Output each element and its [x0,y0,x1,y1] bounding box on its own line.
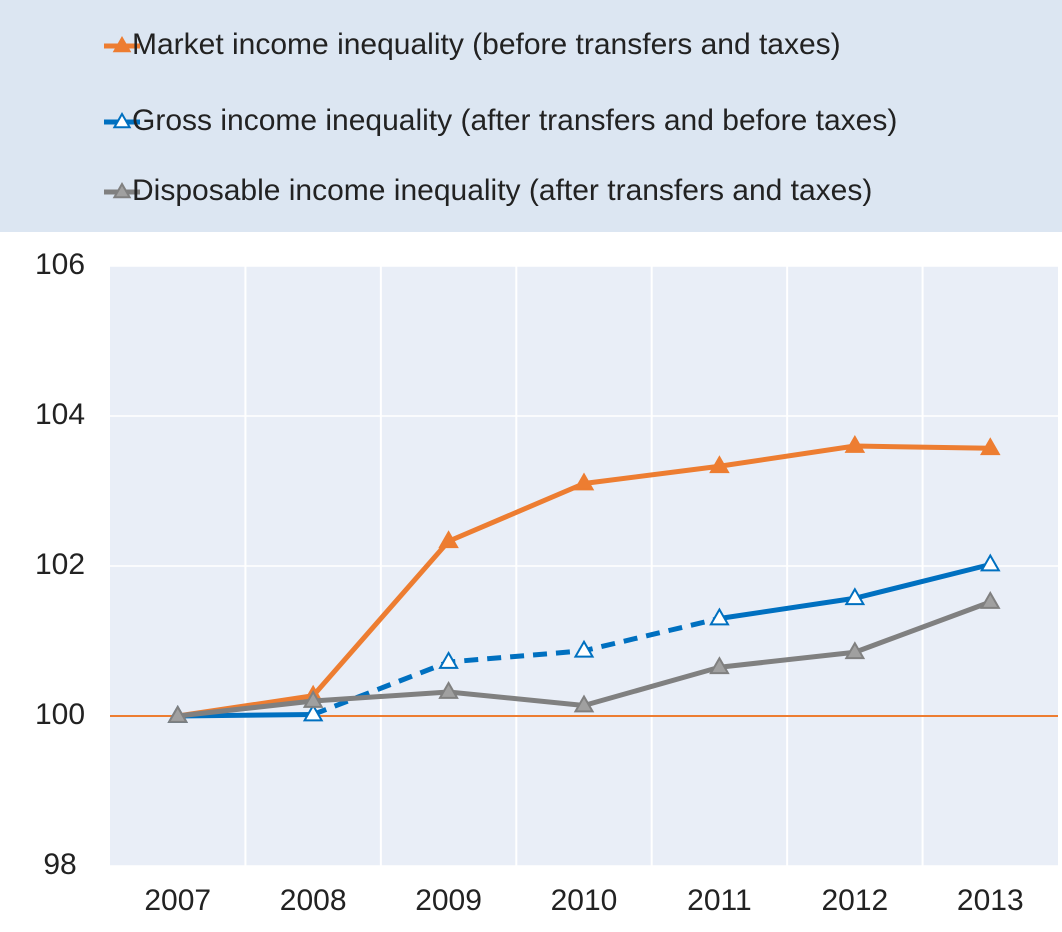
legend-marker [112,111,132,129]
x-tick-label: 2007 [144,884,211,917]
y-tick-label: 98 [43,848,76,881]
y-tick-label: 102 [35,548,85,581]
marker [844,641,866,660]
legend-label: Market income inequality (before transfe… [132,28,841,61]
marker [438,530,459,549]
x-tick-label: 2008 [280,884,347,917]
y-tick-label: 104 [35,398,85,431]
y-tick-label: 100 [35,698,85,731]
x-tick-label: 2012 [821,884,888,917]
marker [302,703,324,722]
marker [980,590,1001,609]
legend-marker [112,35,132,53]
legend-label: Gross income inequality (after transfers… [132,104,897,137]
x-tick-label: 2009 [415,884,482,917]
marker [573,472,595,491]
marker [438,680,459,699]
marker [302,689,324,708]
x-tick-label: 2011 [687,884,752,917]
marker [438,650,459,669]
x-tick-label: 2013 [957,884,1024,917]
marker [844,434,866,453]
marker [573,694,595,713]
marker [709,656,730,675]
legend-background [0,0,1062,232]
marker [980,437,1001,456]
legend-marker [112,181,132,199]
x-tick-label: 2010 [551,884,618,917]
y-tick-label: 106 [35,248,85,281]
marker [709,607,730,626]
legend-label: Disposable income inequality (after tran… [132,174,872,207]
marker [167,704,188,723]
marker [573,639,595,658]
marker [980,553,1001,572]
series-line [312,616,721,717]
marker [844,587,866,606]
marker [709,455,730,474]
